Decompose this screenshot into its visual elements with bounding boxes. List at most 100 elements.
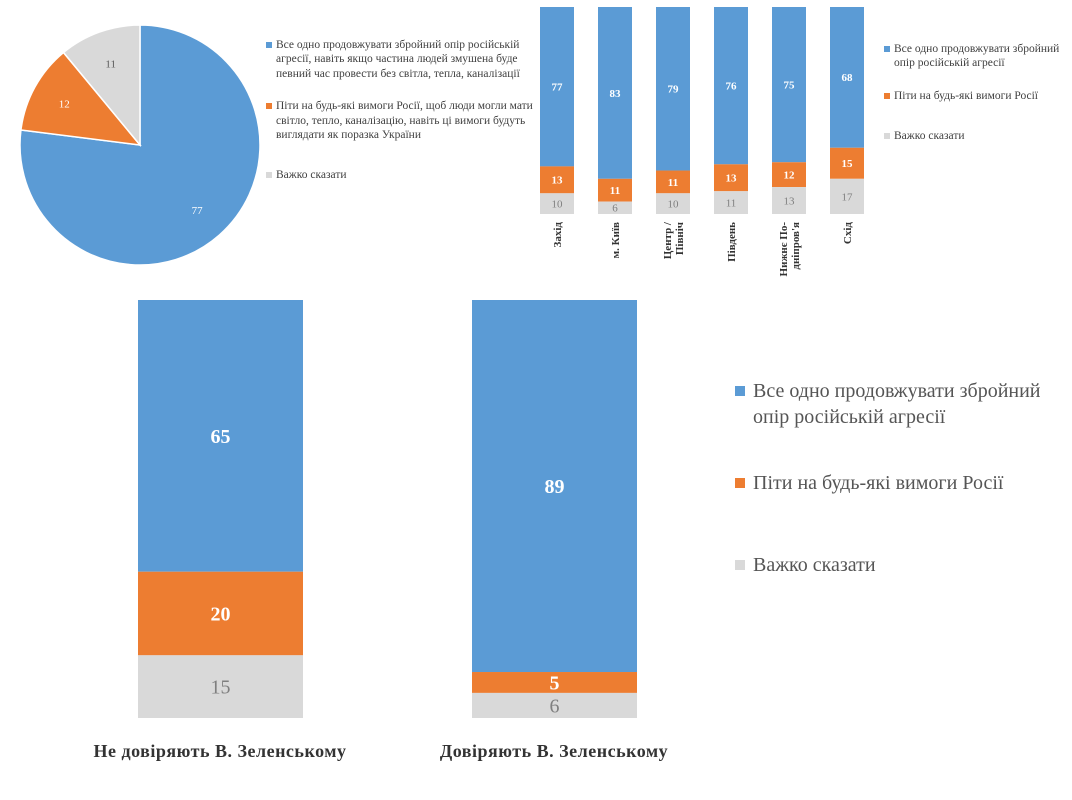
legend-swatch-blue [884,46,890,52]
pie-slice-yield [20,51,142,146]
bar-value-label: 17 [842,191,854,203]
bar-value-label: 76 [726,81,738,93]
bar-segment-hard [540,193,574,214]
region-category-label: Нижнє По-дніпров'я [778,222,802,277]
region-category-line: Нижнє По- [778,222,790,277]
bar-segment-resist [830,7,864,148]
bar-segment-hard [656,193,690,214]
bar-value-label: 12 [784,170,796,182]
bar-value-label: 13 [552,175,564,187]
legend-swatch-gray [735,560,745,570]
bar-segment-yield [772,162,806,188]
region-legend-item-resist: Все одно продовжувати збройний опір росі… [884,42,1069,71]
pie-slice-label: 11 [105,59,116,71]
bar-value-label: 11 [668,177,678,189]
bar-value-label: 20 [211,604,231,626]
bar-segment-yield [656,170,690,194]
bar-value-label: 75 [784,79,796,91]
legend-swatch-gray [266,172,272,179]
bar-value-label: 6 [550,695,560,717]
pie-slice-label: 12 [59,98,70,110]
trust-legend-label-yield: Піти на будь-які вимоги Росії [753,472,1004,494]
pie-legend-item-yield: Піти на будь-які вимоги Росії, щоб люди … [266,99,536,142]
bar-value-label: 5 [550,672,560,694]
bar-value-label: 10 [552,199,564,211]
trust-legend-label-resist: Все одно продовжувати збройний опір росі… [753,380,1041,428]
bar-value-label: 6 [612,203,618,215]
region-bar-chart: 77 13 10 Захід 83 11 6 м. Київ 79 11 10 Центр /Півн… [540,7,864,277]
pie-legend-label-resist: Все одно продовжувати збройний опір росі… [276,39,520,80]
bar-segment-resist [540,7,574,167]
trust-legend: Все одно продовжувати збройний опір росі… [735,378,1055,578]
legend-swatch-gray [884,133,890,140]
region-category-line: Схід [842,222,854,245]
region-legend-label-resist: Все одно продовжувати збройний опір росі… [894,43,1060,70]
bar-segment-resist [772,7,806,163]
bar-segment-hard [472,692,637,718]
bar-segment-yield [598,178,632,202]
region-category-line: м. Київ [610,222,622,258]
region-category-line: Південь [726,222,738,262]
pie-legend-item-hard: Важко сказати [266,168,536,182]
bar-value-label: 83 [610,88,622,100]
bar-segment-yield [714,164,748,192]
region-category-line: Північ [674,222,686,255]
bar-segment-hard [138,655,303,718]
bar-segment-hard [772,187,806,214]
trust-bar-chart: 65 20 15 Не довіряють В. Зеленському 89 56 Дов… [93,300,668,761]
pie-legend-label-yield: Піти на будь-які вимоги Росії, щоб люди … [276,100,533,141]
pie-slice-hard [62,24,141,148]
bar-value-label: 13 [784,195,796,207]
region-legend: Все одно продовжувати збройний опір росі… [884,42,1069,144]
bar-value-label: 15 [211,677,231,699]
legend-swatch-orange [735,478,745,488]
region-legend-item-hard: Важко сказати [884,129,1069,143]
region-legend-label-yield: Піти на будь-які вимоги Росії [894,89,1038,102]
bar-value-label: 11 [610,185,620,197]
bar-value-label: 77 [552,82,564,94]
region-category-label: Південь [726,222,738,262]
bar-segment-resist [138,300,303,572]
region-category-label: Захід [552,222,564,248]
bar-value-label: 13 [726,173,738,185]
pie-legend-item-resist: Все одно продовжувати збройний опір росі… [266,38,536,81]
bar-segment-hard [598,201,632,214]
region-category-line: дніпров'я [790,222,802,270]
bar-value-label: 10 [668,199,680,211]
bar-segment-resist [656,7,690,171]
bar-segment-hard [830,178,864,214]
bar-value-label: 65 [211,426,231,448]
trust-legend-item-hard: Важко сказати [735,552,1055,578]
bar-value-label: 68 [842,72,854,84]
bar-segment-yield [540,166,574,194]
trust-category-label: Не довіряють В. Зеленському [93,741,346,761]
bar-segment-yield [138,571,303,656]
region-category-label: Центр /Північ [662,221,686,259]
bar-segment-yield [472,672,637,693]
bar-segment-resist [714,7,748,165]
bar-segment-resist [472,300,637,673]
legend-swatch-orange [266,103,272,110]
region-category-line: Центр / [662,221,674,259]
bar-value-label: 15 [842,158,854,170]
bar-value-label: 11 [726,197,737,209]
region-category-label: м. Київ [610,222,622,258]
trust-legend-item-yield: Піти на будь-які вимоги Росії [735,470,1055,496]
pie-chart: 77 12 11 [19,24,261,266]
pie-slice-label: 77 [192,205,204,217]
region-legend-label-hard: Важко сказати [894,130,965,143]
region-category-line: Захід [552,222,564,248]
bar-segment-resist [598,7,632,179]
bar-value-label: 89 [545,476,565,498]
trust-category-label: Довіряють В. Зеленському [440,741,668,761]
bar-segment-yield [830,147,864,179]
region-legend-item-yield: Піти на будь-які вимоги Росії [884,89,1069,103]
trust-legend-item-resist: Все одно продовжувати збройний опір росі… [735,378,1055,430]
legend-swatch-blue [266,42,272,48]
trust-legend-label-hard: Важко сказати [753,554,876,576]
bar-value-label: 79 [668,84,680,96]
region-category-label: Схід [842,222,854,245]
pie-legend-label-hard: Важко сказати [276,169,347,182]
bar-segment-hard [714,191,748,214]
pie-legend: Все одно продовжувати збройний опір росі… [266,38,536,183]
